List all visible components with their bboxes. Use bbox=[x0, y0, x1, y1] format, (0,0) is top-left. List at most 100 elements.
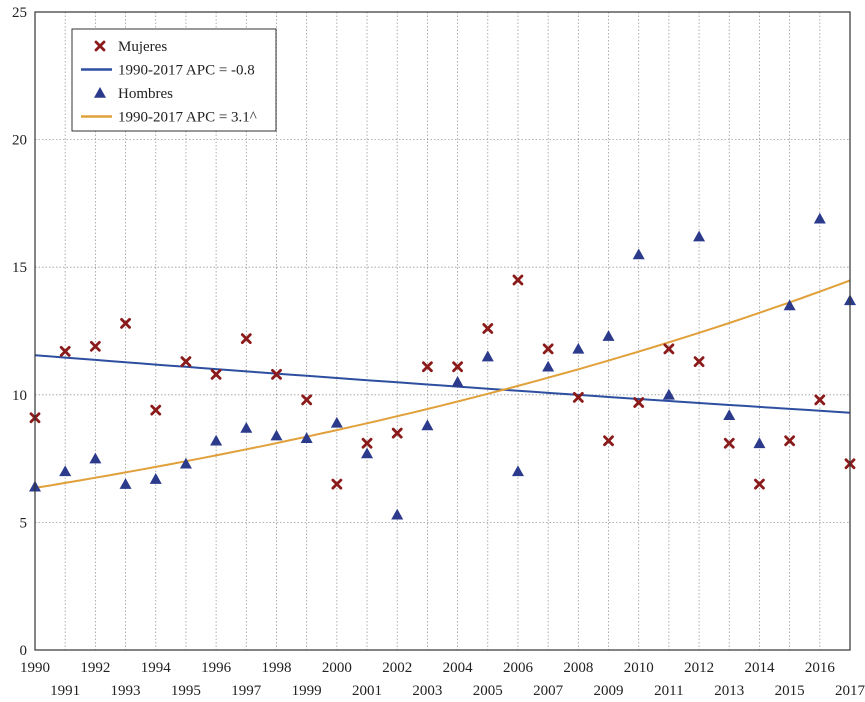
data-point-mujeres bbox=[512, 274, 524, 286]
data-points bbox=[29, 212, 856, 520]
data-point-hombres bbox=[89, 452, 102, 464]
x-stroke bbox=[693, 356, 705, 368]
legend-label: Mujeres bbox=[118, 39, 167, 55]
y-tick-label: 5 bbox=[20, 515, 28, 531]
x-stroke bbox=[603, 435, 614, 447]
data-point-hombres bbox=[632, 248, 645, 260]
x-tick-label: 1990 bbox=[20, 660, 50, 676]
data-point-hombres bbox=[421, 419, 434, 431]
plot-frame bbox=[34, 11, 851, 651]
legend-x-icon bbox=[94, 40, 106, 52]
x-stroke bbox=[391, 427, 403, 439]
x-stroke bbox=[784, 435, 796, 447]
y-tick-label: 15 bbox=[12, 260, 27, 276]
x-stroke bbox=[422, 361, 433, 373]
x-tick-label: 1999 bbox=[292, 683, 322, 699]
x-stroke bbox=[94, 40, 106, 52]
data-point-hombres bbox=[59, 465, 72, 477]
x-stroke bbox=[663, 343, 675, 355]
x-tick-label: 2001 bbox=[352, 683, 382, 699]
x-tick-label: 1993 bbox=[111, 683, 141, 699]
data-point-hombres bbox=[391, 508, 404, 520]
y-tick-label: 25 bbox=[12, 5, 27, 21]
x-stroke bbox=[542, 343, 554, 355]
x-tick-label: 2017 bbox=[835, 683, 865, 699]
data-point-mujeres bbox=[572, 391, 584, 403]
x-tick-label: 2011 bbox=[654, 683, 683, 699]
x-tick-label: 2000 bbox=[322, 660, 352, 676]
x-tick-label: 1991 bbox=[50, 683, 80, 699]
data-point-mujeres bbox=[452, 361, 463, 373]
x-tick-label: 1997 bbox=[231, 683, 262, 699]
x-tick-label: 2015 bbox=[775, 683, 805, 699]
data-point-mujeres bbox=[391, 427, 403, 439]
x-tick-label: 2009 bbox=[594, 683, 624, 699]
legend-label: 1990-2017 APC = 3.1^ bbox=[118, 110, 257, 126]
x-stroke bbox=[331, 478, 343, 490]
data-point-mujeres bbox=[150, 404, 162, 416]
x-tick-label: 2003 bbox=[412, 683, 442, 699]
trend-line-2 bbox=[34, 279, 851, 489]
x-tick-label: 2006 bbox=[503, 660, 534, 676]
data-point-mujeres bbox=[240, 333, 252, 345]
x-stroke bbox=[754, 478, 765, 490]
data-point-hombres bbox=[813, 212, 826, 224]
y-tick-label: 0 bbox=[20, 643, 28, 659]
data-point-mujeres bbox=[693, 356, 705, 368]
trend-lines bbox=[34, 279, 851, 489]
x-stroke bbox=[814, 394, 826, 406]
legend-item: Mujeres bbox=[94, 39, 167, 55]
data-point-hombres bbox=[511, 465, 524, 477]
x-stroke bbox=[452, 361, 463, 373]
data-point-mujeres bbox=[89, 340, 101, 352]
x-stroke bbox=[120, 317, 131, 329]
data-point-hombres bbox=[753, 437, 766, 449]
data-point-mujeres bbox=[784, 435, 796, 447]
x-stroke bbox=[240, 333, 252, 345]
data-point-mujeres bbox=[542, 343, 554, 355]
data-point-hombres bbox=[210, 434, 223, 446]
x-tick-label: 2013 bbox=[714, 683, 744, 699]
data-point-hombres bbox=[270, 429, 283, 441]
data-point-hombres bbox=[572, 342, 585, 354]
data-point-mujeres bbox=[482, 323, 494, 334]
x-stroke bbox=[59, 346, 71, 357]
data-point-mujeres bbox=[180, 356, 192, 368]
data-point-mujeres bbox=[331, 478, 343, 490]
data-point-hombres bbox=[542, 360, 555, 372]
trend-line-1 bbox=[34, 354, 851, 414]
x-stroke bbox=[210, 368, 222, 380]
data-point-hombres bbox=[662, 388, 675, 400]
x-tick-label: 1996 bbox=[201, 660, 232, 676]
x-tick-label: 2012 bbox=[684, 660, 714, 676]
data-point-hombres bbox=[783, 299, 796, 311]
data-point-mujeres bbox=[210, 368, 222, 380]
data-point-hombres bbox=[240, 421, 253, 433]
x-stroke bbox=[723, 437, 735, 449]
x-tick-label: 2008 bbox=[563, 660, 593, 676]
data-point-mujeres bbox=[663, 343, 675, 355]
data-point-mujeres bbox=[301, 394, 313, 406]
data-point-mujeres bbox=[754, 478, 765, 490]
data-point-hombres bbox=[149, 473, 162, 484]
x-tick-label: 1994 bbox=[141, 660, 172, 676]
x-tick-label: 2016 bbox=[805, 660, 836, 676]
data-point-hombres bbox=[361, 447, 374, 459]
data-point-mujeres bbox=[723, 437, 735, 449]
data-point-hombres bbox=[602, 330, 615, 341]
x-tick-label: 2004 bbox=[443, 660, 474, 676]
data-point-hombres bbox=[119, 478, 132, 489]
legend-label: Hombres bbox=[118, 86, 173, 102]
x-tick-label: 2005 bbox=[473, 683, 503, 699]
x-tick-label: 1992 bbox=[80, 660, 110, 676]
x-stroke bbox=[633, 397, 645, 408]
data-point-mujeres bbox=[633, 397, 645, 408]
x-stroke bbox=[301, 394, 313, 406]
y-tick-label: 10 bbox=[12, 388, 27, 404]
legend-item: Hombres bbox=[94, 86, 173, 102]
x-stroke bbox=[512, 274, 524, 286]
data-point-mujeres bbox=[59, 346, 71, 357]
